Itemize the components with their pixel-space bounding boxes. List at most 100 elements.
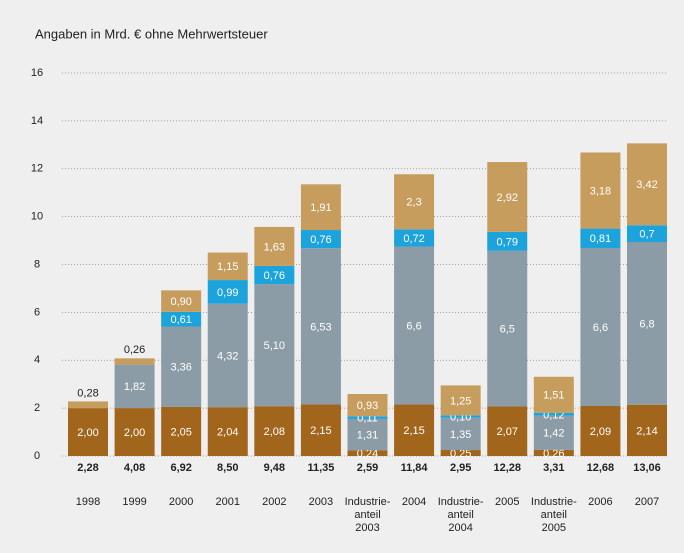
bar-segment bbox=[254, 265, 295, 285]
value-label: 0,76 bbox=[264, 270, 285, 282]
value-label: 2,15 bbox=[403, 425, 424, 437]
value-label: 6,6 bbox=[406, 320, 421, 332]
value-label: 0,72 bbox=[403, 233, 424, 245]
value-label: 1,25 bbox=[450, 395, 471, 407]
value-label: 6,8 bbox=[639, 318, 654, 330]
y-tick-label: 8 bbox=[34, 258, 40, 270]
y-tick-label: 0 bbox=[34, 450, 40, 462]
bar-segment bbox=[487, 250, 528, 407]
chart-title: Angaben in Mrd. € ohne Mehrwertsteuer bbox=[35, 26, 268, 41]
value-label: 6,53 bbox=[310, 321, 331, 333]
value-label: 0,90 bbox=[170, 296, 191, 308]
total-label: 2,95 bbox=[450, 462, 471, 474]
bar-segment bbox=[347, 418, 388, 451]
value-label: 5,10 bbox=[264, 340, 285, 352]
y-tick-label: 12 bbox=[31, 163, 43, 175]
bar-segment bbox=[394, 174, 435, 230]
value-label: 0,26 bbox=[124, 344, 145, 356]
bar-segment bbox=[580, 228, 621, 248]
bar-segment bbox=[440, 415, 481, 418]
total-label: 13,06 bbox=[633, 462, 661, 474]
bar-segment bbox=[300, 404, 341, 456]
bar-segment bbox=[68, 401, 108, 409]
value-label: 0,7 bbox=[639, 229, 654, 241]
total-label: 2,59 bbox=[357, 462, 378, 474]
bar-segment bbox=[580, 247, 621, 406]
value-label: 0,76 bbox=[310, 234, 331, 246]
x-tick-label: 2006 bbox=[588, 496, 612, 508]
bar-segment bbox=[627, 404, 667, 456]
bar-segment bbox=[161, 311, 202, 327]
value-label: 1,42 bbox=[543, 428, 564, 440]
y-tick-label: 16 bbox=[31, 67, 43, 79]
bar-segment bbox=[580, 405, 621, 456]
total-label: 9,48 bbox=[264, 462, 285, 474]
x-tick-label: 2000 bbox=[169, 496, 193, 508]
bar-segment bbox=[207, 303, 248, 408]
value-label: 0,28 bbox=[77, 387, 98, 399]
bar-segment bbox=[394, 229, 435, 247]
bar-segment bbox=[347, 394, 388, 417]
value-label: 6,6 bbox=[593, 322, 608, 334]
value-label: 2,00 bbox=[124, 427, 145, 439]
x-tick-label: Industrie-anteil 2004 bbox=[438, 496, 484, 534]
x-tick-label: Industrie-anteil 2003 bbox=[345, 496, 391, 534]
value-label: 3,36 bbox=[170, 362, 191, 374]
value-label: 0,81 bbox=[590, 233, 611, 245]
bar-segment bbox=[487, 406, 528, 456]
value-label: 0,99 bbox=[217, 287, 238, 299]
x-tick-label: 2001 bbox=[216, 496, 240, 508]
x-tick-label: 2005 bbox=[495, 496, 519, 508]
value-label: 2,05 bbox=[170, 426, 191, 438]
bar-segment bbox=[161, 290, 202, 312]
value-label: 2,04 bbox=[217, 426, 238, 438]
bar-segment bbox=[114, 358, 155, 365]
total-label: 6,92 bbox=[170, 462, 191, 474]
bar-segment bbox=[254, 284, 295, 407]
value-label: 2,09 bbox=[590, 426, 611, 438]
y-tick-label: 10 bbox=[31, 211, 43, 223]
total-label: 12,68 bbox=[587, 462, 615, 474]
y-tick-label: 14 bbox=[31, 115, 43, 127]
value-label: 1,35 bbox=[450, 429, 471, 441]
value-label: 1,51 bbox=[543, 390, 564, 402]
x-tick-label: 1998 bbox=[76, 496, 100, 508]
value-label: 2,3 bbox=[406, 197, 421, 209]
bar-segment bbox=[627, 143, 667, 226]
total-label: 8,50 bbox=[217, 462, 238, 474]
value-label: 2,15 bbox=[310, 425, 331, 437]
value-label: 2,00 bbox=[77, 427, 98, 439]
value-label: 3,18 bbox=[590, 185, 611, 197]
bar-segment bbox=[300, 248, 341, 405]
bar-segment bbox=[207, 407, 248, 456]
value-label: 0,25 bbox=[450, 448, 471, 460]
bar-segment bbox=[440, 450, 481, 456]
value-label: 3,42 bbox=[636, 179, 657, 191]
bar-segment bbox=[68, 408, 108, 456]
x-tick-label: 2007 bbox=[635, 496, 659, 508]
bar-segment bbox=[161, 326, 202, 407]
bar-segment bbox=[114, 364, 155, 409]
value-label: 0,93 bbox=[357, 400, 378, 412]
bar-segment bbox=[487, 231, 528, 251]
y-tick-label: 6 bbox=[34, 306, 40, 318]
total-label: 11,84 bbox=[401, 462, 429, 474]
bar-segment bbox=[394, 404, 435, 456]
total-label: 3,31 bbox=[543, 462, 564, 474]
value-label: 0,61 bbox=[170, 314, 191, 326]
bar-segment bbox=[487, 162, 528, 232]
bar-segment bbox=[533, 376, 574, 413]
value-label: 0,26 bbox=[543, 448, 564, 460]
total-label: 4,08 bbox=[124, 462, 145, 474]
y-tick-label: 4 bbox=[34, 354, 40, 366]
x-tick-label: Industrie-anteil 2005 bbox=[531, 496, 577, 534]
bar-segment bbox=[394, 246, 435, 405]
total-label: 11,35 bbox=[307, 462, 334, 474]
bar-segment bbox=[440, 385, 481, 416]
total-label: 2,28 bbox=[77, 462, 98, 474]
bar-segment bbox=[627, 241, 667, 405]
value-label: 2,08 bbox=[264, 426, 285, 438]
value-label: 1,82 bbox=[124, 381, 145, 393]
bar-segment bbox=[300, 230, 341, 249]
